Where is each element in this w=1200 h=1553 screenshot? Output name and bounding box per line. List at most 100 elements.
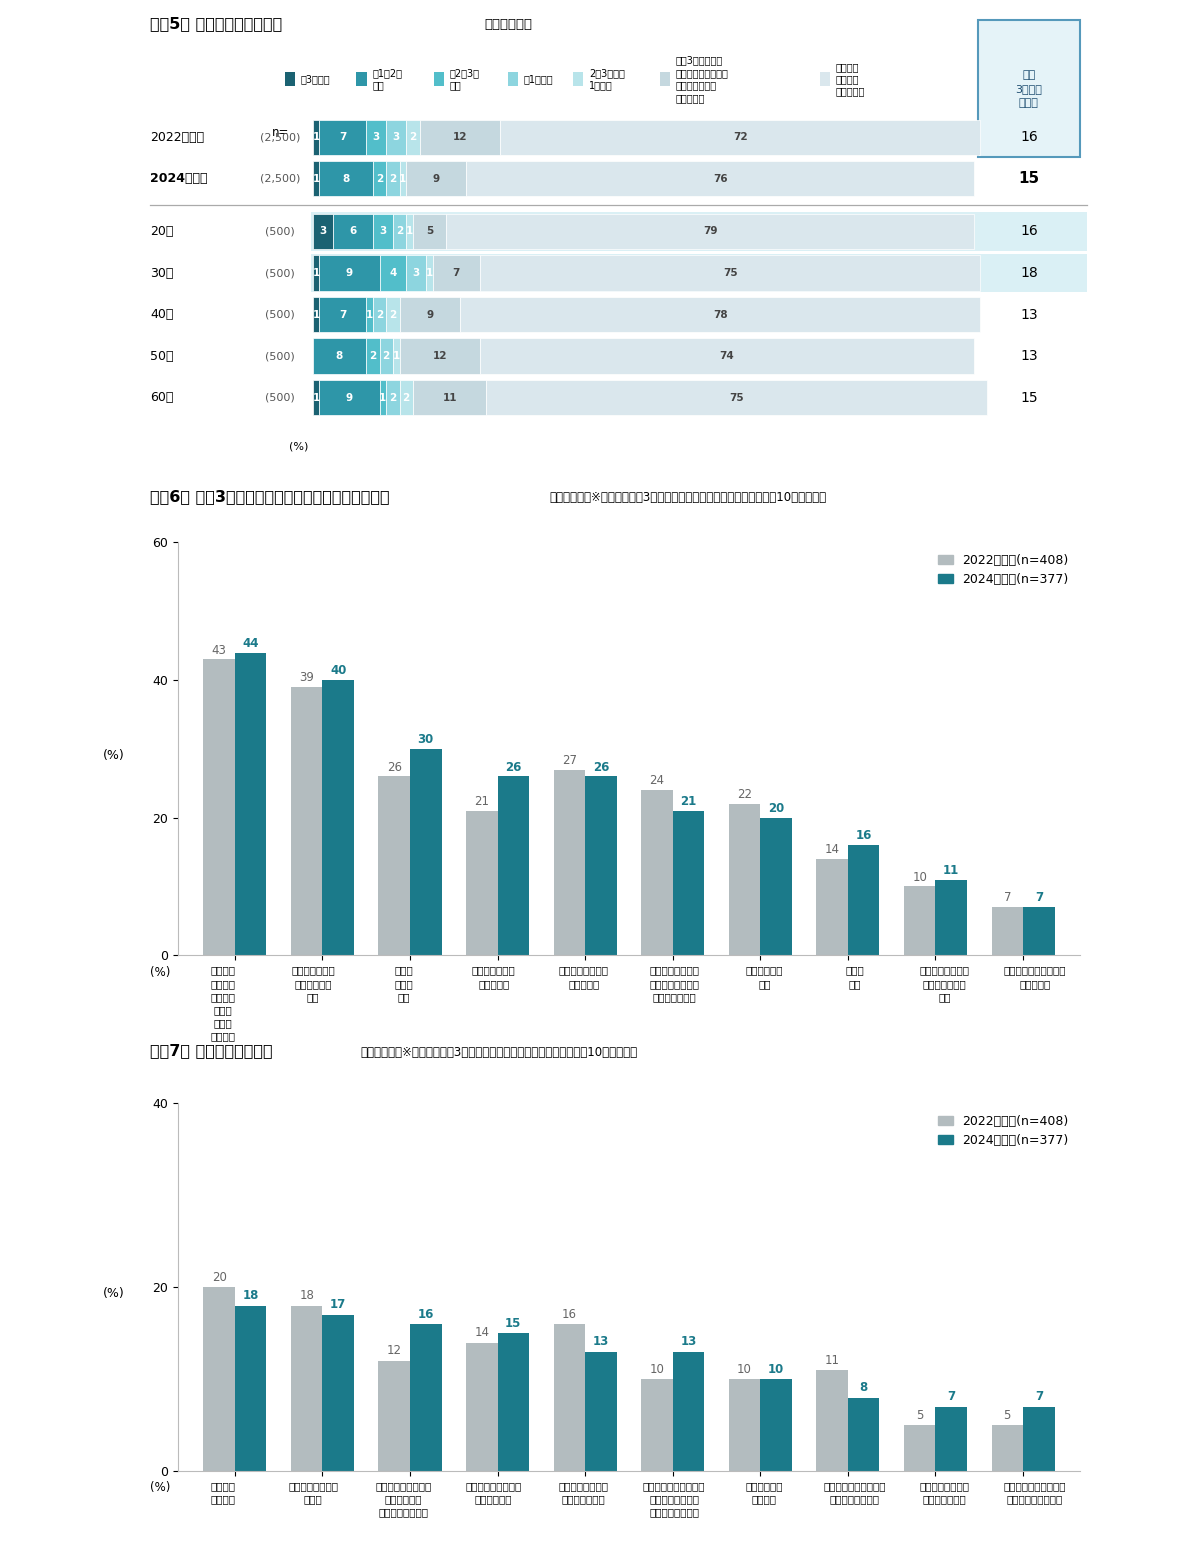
Text: 16: 16 xyxy=(1020,225,1038,239)
Text: 直近3か月以内に
利用していないが、
過去に利用した
ことはある: 直近3か月以内に 利用していないが、 過去に利用した ことはある xyxy=(676,56,728,102)
Text: ＜図5＞ 食材宅配の利用頻度: ＜図5＞ 食材宅配の利用頻度 xyxy=(150,16,282,31)
Text: 3: 3 xyxy=(392,132,400,143)
Text: 注文したものが正しく
届かない（誤配達）: 注文したものが正しく 届かない（誤配達） xyxy=(1003,1482,1066,1503)
FancyBboxPatch shape xyxy=(433,255,480,290)
FancyBboxPatch shape xyxy=(366,339,379,374)
Text: 1: 1 xyxy=(406,227,413,236)
FancyBboxPatch shape xyxy=(508,71,518,87)
FancyBboxPatch shape xyxy=(420,120,499,155)
Text: 今までに
利用した
ことはない: 今までに 利用した ことはない xyxy=(835,62,865,96)
Text: 直近
3か月間
利用率: 直近 3か月間 利用率 xyxy=(1015,70,1043,107)
Text: 時間を気にせず
購入できる: 時間を気にせず 購入できる xyxy=(472,966,516,989)
Text: 15: 15 xyxy=(1020,391,1038,405)
Text: 9: 9 xyxy=(346,393,353,402)
FancyBboxPatch shape xyxy=(386,120,407,155)
Text: 1: 1 xyxy=(400,174,407,183)
Text: 1: 1 xyxy=(312,174,319,183)
Text: （単一回答）: （単一回答） xyxy=(485,19,533,31)
FancyBboxPatch shape xyxy=(978,20,1080,157)
FancyBboxPatch shape xyxy=(366,297,373,332)
FancyBboxPatch shape xyxy=(313,339,366,374)
FancyBboxPatch shape xyxy=(446,214,974,248)
FancyBboxPatch shape xyxy=(407,120,420,155)
Text: 40代: 40代 xyxy=(150,307,173,321)
Text: 2: 2 xyxy=(376,309,383,320)
FancyBboxPatch shape xyxy=(467,162,974,197)
FancyBboxPatch shape xyxy=(313,120,319,155)
Text: 届くまでの温度管理
（冷凍食品や
チルド食品など）: 届くまでの温度管理 （冷凍食品や チルド食品など） xyxy=(376,1482,432,1517)
Text: （複数回答）※ベース：直近3か月以内に食材宅配を利用した人／上位10項目を抜粋: （複数回答）※ベース：直近3か月以内に食材宅配を利用した人／上位10項目を抜粋 xyxy=(550,491,827,503)
Text: 配達エリアが
限られる: 配達エリアが 限られる xyxy=(745,1482,784,1503)
Text: 13: 13 xyxy=(1020,307,1038,321)
Text: 割引などキャンペーン
があるとき: 割引などキャンペーン があるとき xyxy=(1003,966,1066,989)
Text: 3: 3 xyxy=(379,227,386,236)
Text: 自分の目で食材・
商品を選べない: 自分の目で食材・ 商品を選べない xyxy=(559,1482,608,1503)
Text: （複数回答）※ベース：直近3か月以内に食材宅配を注文した人／上位10項目を抜粋: （複数回答）※ベース：直近3か月以内に食材宅配を注文した人／上位10項目を抜粋 xyxy=(360,1045,637,1059)
FancyBboxPatch shape xyxy=(407,214,413,248)
FancyBboxPatch shape xyxy=(460,297,980,332)
FancyBboxPatch shape xyxy=(284,71,295,87)
Text: 天候が悪い時や・
体調不良の時でも
買い物ができる: 天候が悪い時や・ 体調不良の時でも 買い物ができる xyxy=(649,966,700,1002)
Text: 9: 9 xyxy=(433,174,440,183)
FancyBboxPatch shape xyxy=(313,214,332,248)
FancyBboxPatch shape xyxy=(319,297,366,332)
Text: 16: 16 xyxy=(1020,130,1038,144)
Text: 次回注文すれば、
以降は定期的に
届く: 次回注文すれば、 以降は定期的に 届く xyxy=(919,966,970,1002)
FancyBboxPatch shape xyxy=(332,214,373,248)
FancyBboxPatch shape xyxy=(319,162,373,197)
Text: 20代: 20代 xyxy=(150,225,173,238)
Text: 月2～3日
程度: 月2～3日 程度 xyxy=(450,68,480,90)
Text: お買い物が面倒
・時間がない
とき: お買い物が面倒 ・時間がない とき xyxy=(292,966,335,1002)
FancyBboxPatch shape xyxy=(407,255,426,290)
Text: 7: 7 xyxy=(340,132,347,143)
Text: 2: 2 xyxy=(409,132,416,143)
FancyBboxPatch shape xyxy=(313,380,319,416)
Text: 74: 74 xyxy=(719,351,734,362)
Text: 72: 72 xyxy=(733,132,748,143)
Text: (2,500): (2,500) xyxy=(260,132,300,143)
FancyBboxPatch shape xyxy=(379,380,386,416)
FancyBboxPatch shape xyxy=(413,380,486,416)
Text: 78: 78 xyxy=(713,309,727,320)
Text: 1: 1 xyxy=(426,269,433,278)
Text: (2,500): (2,500) xyxy=(260,174,300,183)
FancyBboxPatch shape xyxy=(379,339,392,374)
Text: 1: 1 xyxy=(366,309,373,320)
Text: 4: 4 xyxy=(389,269,396,278)
Text: 衝撃対策管理の揺れ・
やわらかい食材が
つぶれる／割れる: 衝撃対策管理の揺れ・ やわらかい食材が つぶれる／割れる xyxy=(643,1482,706,1517)
Text: 2: 2 xyxy=(383,351,390,362)
Text: 50代: 50代 xyxy=(150,349,174,363)
Text: ＜図6＞ 直近3か月間に食材宅配を利用している理由: ＜図6＞ 直近3か月間に食材宅配を利用している理由 xyxy=(150,489,390,503)
FancyBboxPatch shape xyxy=(574,71,583,87)
Text: 30代: 30代 xyxy=(150,267,173,280)
Text: 2: 2 xyxy=(389,174,396,183)
FancyBboxPatch shape xyxy=(311,211,1087,252)
FancyBboxPatch shape xyxy=(392,339,400,374)
Text: 6: 6 xyxy=(349,227,356,236)
Text: 配達時間帯に在宅して
いることが難しい: 配達時間帯に在宅して いることが難しい xyxy=(823,1482,886,1503)
FancyBboxPatch shape xyxy=(486,380,988,416)
Text: 3: 3 xyxy=(413,269,420,278)
FancyBboxPatch shape xyxy=(433,71,444,87)
Text: (500): (500) xyxy=(265,393,295,402)
Text: 75: 75 xyxy=(722,269,737,278)
Text: 届かたい
ものを・
重さばい
ものの
を届け
てくれる: 届かたい ものを・ 重さばい ものの を届け てくれる xyxy=(210,966,235,1042)
FancyBboxPatch shape xyxy=(386,162,400,197)
FancyBboxPatch shape xyxy=(373,162,386,197)
Text: 週1～2日
程度: 週1～2日 程度 xyxy=(372,68,402,90)
Text: (%): (%) xyxy=(289,443,308,452)
Text: 12: 12 xyxy=(452,132,467,143)
Text: 3: 3 xyxy=(319,227,326,236)
FancyBboxPatch shape xyxy=(820,71,830,87)
Text: 月1日程度: 月1日程度 xyxy=(524,75,553,84)
Text: 1: 1 xyxy=(312,309,319,320)
Text: 3: 3 xyxy=(372,132,380,143)
Text: (%): (%) xyxy=(150,966,170,978)
Text: 安全・
安心で
ある: 安全・ 安心で ある xyxy=(394,966,413,1002)
FancyBboxPatch shape xyxy=(407,162,467,197)
FancyBboxPatch shape xyxy=(400,162,407,197)
Text: 8: 8 xyxy=(336,351,343,362)
Text: 2: 2 xyxy=(396,227,403,236)
Text: 1: 1 xyxy=(312,132,319,143)
Text: ＜図7＞ 食材宅配の不満点: ＜図7＞ 食材宅配の不満点 xyxy=(150,1044,272,1059)
